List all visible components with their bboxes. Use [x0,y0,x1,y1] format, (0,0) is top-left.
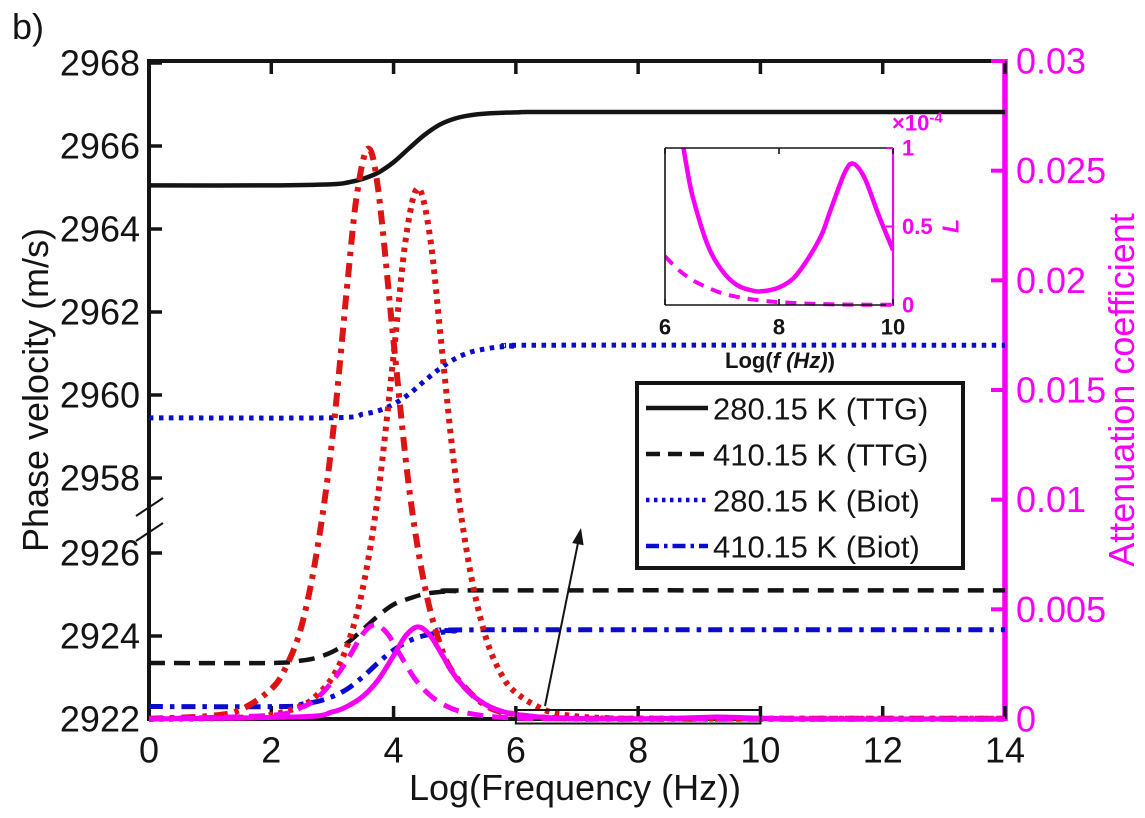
inset-scale-label: ×10-4 [892,109,943,136]
inset-x-tick-label: 8 [773,315,785,340]
y-right-axis-ticks: 0 0.005 0.01 0.015 0.02 0.025 0.03 [991,41,1106,740]
annotation-arrow-line [544,532,581,707]
inset-y-tick-label: 1 [902,136,914,161]
x-axis-label: Log(Frequency (Hz)) [408,767,742,808]
y-left-tick-label: 2962 [60,292,140,333]
series-attenuation-magenta-dashed [148,622,1005,722]
series-phase-velocity-410.15K-Biot [148,627,1006,710]
x-tick-label: 12 [863,730,903,771]
y-right-tick-label: 0 [1016,699,1036,740]
y-left-tick-label: 2960 [60,375,140,416]
y-right-axis-label: Attenuation coefficient [1101,213,1142,567]
y-right-tick-label: 0.005 [1016,589,1106,630]
y-left-tick-label: 2968 [60,43,140,84]
inset-y-tick-label: 0.5 [902,214,933,239]
series-phase-velocity-280.15K-Biot [148,342,1006,421]
y-left-axis-ticks: 2958 2960 2962 2964 2966 2968 2922 2924 2926 [60,43,164,740]
legend-entry-label: 280.15 K (TTG) [713,392,928,427]
y-left-tick-label: 2958 [60,458,140,499]
x-tick-label: 14 [985,730,1025,771]
legend-entry-label: 410.15 K (TTG) [713,438,928,473]
annotation-arrow-head [572,528,584,546]
legend: 280.15 K (TTG) 410.15 K (TTG) 280.15 K (Bi… [635,381,965,570]
x-tick-label: 6 [506,730,526,771]
x-tick-label: 2 [261,730,281,771]
x-tick-label: 10 [740,730,780,771]
y-left-tick-label: 2924 [60,616,140,657]
inset-scale-exponent: -4 [929,109,943,127]
inset-plot: 6 8 100 0.5 1 [659,136,933,340]
inset-y-axis-label: L [937,218,964,234]
inset-xlabel-italic: f (Hz) [772,348,828,373]
axis-break-slash [135,522,164,542]
y-left-axis-label: Phase velocity (m/s) [15,227,56,553]
panel-label: b) [12,6,45,47]
inset-x-axis-label: Log(f (Hz)) [725,348,835,374]
series-attenuation-peak-red-dashdot [148,145,1005,722]
legend-entry-label: 410.15 K (Biot) [713,530,920,565]
legend-box [635,381,965,570]
series-attenuation-magenta-solid [148,624,1005,722]
y-right-tick-label: 0.01 [1016,479,1086,520]
inset-xlabel-suffix: ) [827,348,835,373]
x-tick-label: 4 [384,730,404,771]
y-left-tick-label: 2966 [60,126,140,167]
x-tick-label: 0 [139,730,159,771]
legend-entry-label: 280.15 K (Biot) [713,484,920,519]
y-right-tick-label: 0.02 [1016,260,1086,301]
y-left-tick-label: 2926 [60,533,140,574]
axis-break-slash [135,497,164,517]
inset-xlabel-prefix: Log( [725,348,773,373]
inset-y-tick-label: 0 [902,293,914,318]
inset-series-group [665,148,893,307]
inset-x-tick-label: 6 [659,315,671,340]
y-left-tick-label: 2964 [60,209,140,250]
series-phase-velocity-280.15K-TTG [148,109,1006,188]
inset-scale-mantissa: ×10 [892,110,930,136]
x-tick-label: 8 [628,730,648,771]
zoom-region-box [514,709,762,725]
y-right-tick-label: 0.025 [1016,150,1106,191]
y-right-tick-label: 0.015 [1016,370,1106,411]
inset-x-tick-label: 10 [881,315,905,340]
annotations [514,528,762,725]
y-left-tick-label: 2922 [60,699,140,740]
series-phase-velocity-410.15K-TTG [148,588,1006,666]
y-right-tick-label: 0.03 [1016,41,1086,82]
series-group [148,109,1006,722]
series-inset-attenuation-dashed [665,254,893,307]
series-inset-attenuation-solid [681,148,893,294]
